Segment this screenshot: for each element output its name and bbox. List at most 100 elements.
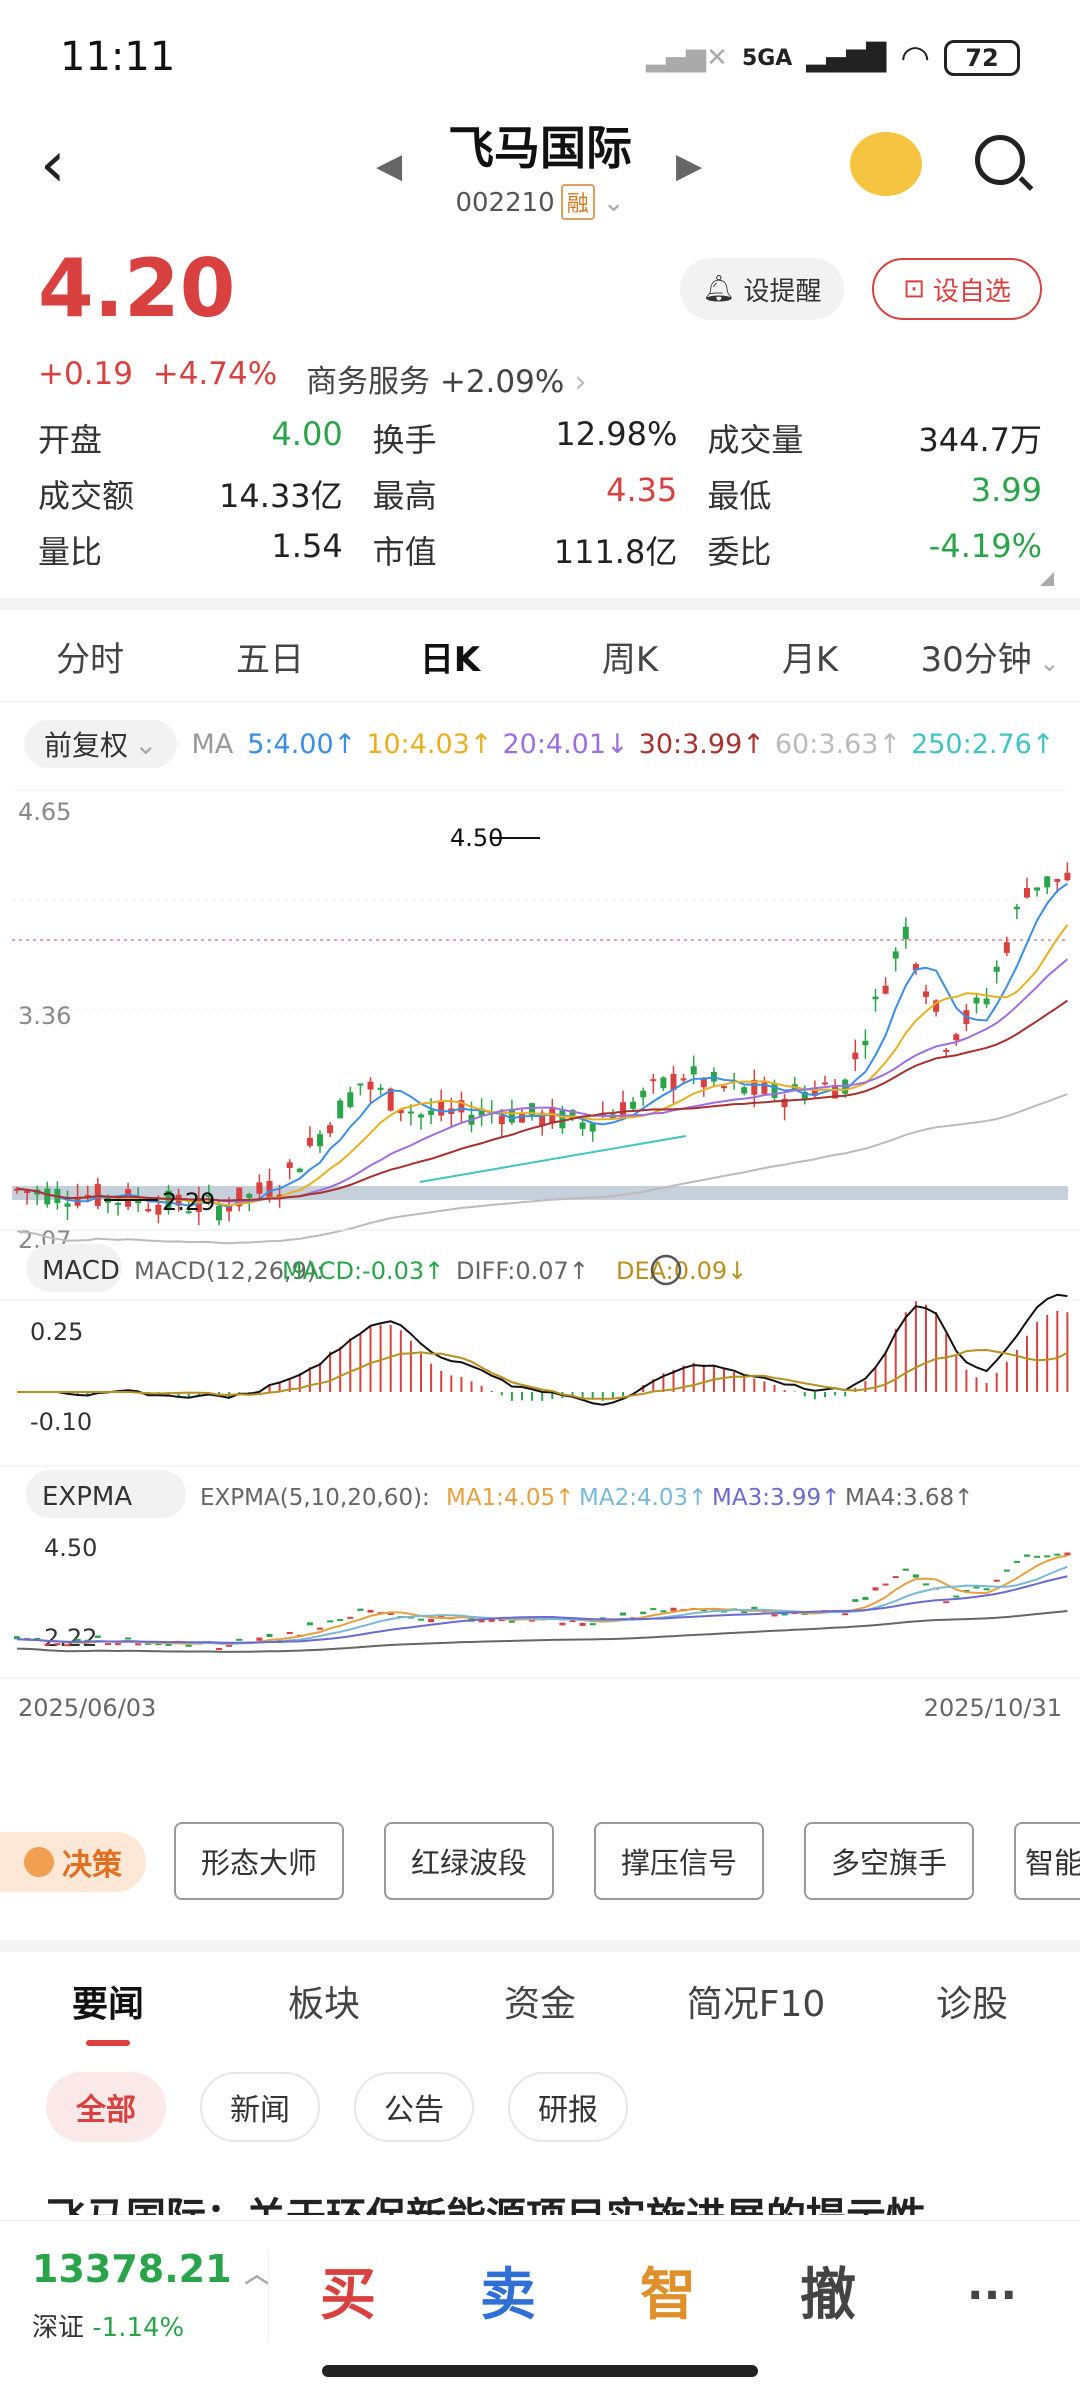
mascot-icon[interactable] <box>850 132 922 196</box>
candle-body <box>418 1114 424 1118</box>
tool-button-2[interactable]: 红绿波段 <box>384 1822 554 1900</box>
divider <box>0 598 1080 610</box>
stat-label: 成交额 <box>38 477 135 515</box>
expma3-line <box>16 1575 1068 1644</box>
index-value[interactable]: 13378.21 ︿ <box>32 2247 269 2291</box>
prev-stock-icon[interactable]: ◀ <box>376 146 403 186</box>
candle-body <box>781 1098 788 1108</box>
tab-1[interactable]: 五日 <box>236 640 304 680</box>
cancel-order-button[interactable]: 撤 <box>800 2263 856 2328</box>
news-tab-0[interactable]: 要闻 <box>0 1960 216 2050</box>
chevron-down-icon: ⌄ <box>602 188 625 218</box>
sell-button[interactable]: 卖 <box>480 2263 536 2328</box>
search-icon[interactable] <box>975 135 1025 185</box>
expma-candle <box>104 1643 111 1646</box>
candle-body <box>953 1034 960 1041</box>
candle-body <box>266 1180 273 1200</box>
margin-badge: 融 <box>560 184 595 220</box>
tool-button-1[interactable]: 形态大师 <box>174 1822 344 1900</box>
expma-select <box>26 1470 186 1518</box>
set-alert-label: 设提醒 <box>743 276 822 307</box>
filter-chip-0[interactable]: 全部 <box>46 2072 166 2142</box>
candle-body <box>933 1000 940 1012</box>
news-tab-2[interactable]: 资金 <box>503 1984 576 2025</box>
adjust-label: 前复权 <box>44 729 129 762</box>
candle-body <box>943 1049 950 1052</box>
index-value-text: 13378.21 <box>32 2247 232 2291</box>
add-watchlist-button[interactable]: ⊡ 设自选 <box>872 258 1042 320</box>
expma-candle <box>367 1609 374 1613</box>
stock-code-row[interactable]: 002210 融 ⌄ <box>0 184 1080 220</box>
candle-body <box>94 1183 101 1207</box>
candle-body <box>721 1086 727 1089</box>
tab-2[interactable]: 日K <box>419 640 481 680</box>
expma-candle <box>579 1622 586 1626</box>
set-alert-button[interactable]: 🔔︎ 设提醒 <box>680 258 844 320</box>
status-bar: 11:11 ▂▄▆✕ 5GA ▂▄▆█ ◠ 72 <box>0 0 1080 110</box>
expma-candle <box>418 1618 424 1621</box>
tool-button-4[interactable]: 多空旗手 <box>804 1822 974 1900</box>
news-tab-3[interactable]: 简况F10 <box>686 1984 826 2025</box>
tab-4[interactable]: 月K <box>781 640 839 680</box>
expand-corner-icon[interactable] <box>1040 572 1054 586</box>
expma-candle <box>640 1611 647 1615</box>
stat-value: 12.98% <box>555 415 678 453</box>
news-tab-1[interactable]: 板块 <box>287 1984 360 2025</box>
tool-button-5[interactable]: 智能 <box>1014 1822 1080 1900</box>
current-price: 4.20 <box>38 242 236 335</box>
expma-candle <box>1044 1555 1051 1558</box>
candle-body <box>508 1108 515 1123</box>
expma-value: MA1:4.05↑ <box>446 1485 574 1511</box>
candle-body <box>589 1123 596 1132</box>
stat-cell: 市值 111.8亿 <box>373 527 708 573</box>
expma-candle <box>923 1583 929 1586</box>
candle-body <box>539 1112 546 1126</box>
filter-chip-2[interactable]: 公告 <box>354 2072 474 2142</box>
candle-body <box>306 1137 313 1146</box>
tab-0[interactable]: 分时 <box>56 640 124 680</box>
ma60-line <box>16 1093 1068 1245</box>
expma-candle <box>357 1608 364 1611</box>
more-button[interactable]: ··· <box>966 2270 1018 2321</box>
stat-cell: 量比 1.54 <box>38 527 373 573</box>
expma-candle <box>1024 1554 1030 1557</box>
news-headline[interactable]: 飞马国际：关于环保新能源项目实施进展的提示性 <box>46 2185 1046 2215</box>
expma-value: MA2:4.03↑ <box>579 1485 707 1511</box>
expma-candle <box>993 1579 1000 1582</box>
candle-body <box>337 1100 344 1119</box>
stock-name[interactable]: 飞马国际 <box>448 121 632 175</box>
filter-chip-3[interactable]: 研报 <box>508 2072 628 2142</box>
candle-body <box>24 1190 31 1193</box>
tab-5[interactable]: 30分钟 ⌄ <box>920 640 1060 680</box>
next-stock-icon[interactable]: ▶ <box>676 146 703 186</box>
tool-button-3[interactable]: 撑压信号 <box>594 1822 764 1900</box>
sector-link[interactable]: 商务服务 +2.09% › <box>306 356 587 401</box>
candle-body <box>1064 872 1071 881</box>
decision-button[interactable]: 决策 <box>0 1832 146 1892</box>
candle-body <box>357 1083 364 1086</box>
candle-body <box>115 1202 121 1205</box>
macd-axis-top: 0.25 <box>30 1318 83 1346</box>
candle-body <box>741 1087 748 1094</box>
candle-body <box>145 1208 152 1212</box>
candle-body <box>690 1066 697 1075</box>
tool-row: 决策 形态大师 红绿波段 撑压信号 多空旗手 智能 <box>0 1822 1080 1906</box>
candle-body <box>519 1113 525 1123</box>
ma10-line <box>16 924 1069 1207</box>
expma-candle <box>862 1596 869 1600</box>
expma-candle <box>387 1611 394 1615</box>
expma-candle <box>266 1633 273 1638</box>
expma-candle <box>125 1637 132 1640</box>
candle-body <box>650 1079 657 1082</box>
tab-3[interactable]: 周K <box>601 640 659 680</box>
candle-body <box>205 1194 212 1197</box>
filter-chip-1[interactable]: 新闻 <box>200 2072 320 2142</box>
expma2-line <box>16 1565 1068 1645</box>
news-tab-4[interactable]: 诊股 <box>935 1984 1008 2025</box>
adjust-select[interactable]: 前复权 ⌄ <box>24 720 178 768</box>
bell-icon: 🔔︎ <box>702 274 736 304</box>
buy-button[interactable]: 买 <box>320 2263 376 2328</box>
back-icon[interactable]: ‹ <box>40 128 66 202</box>
smart-button[interactable]: 智 <box>640 2263 696 2328</box>
